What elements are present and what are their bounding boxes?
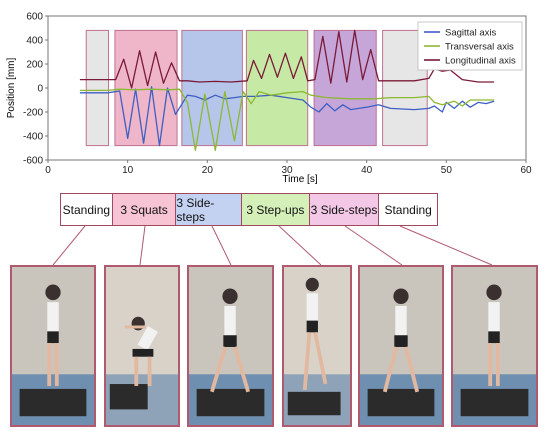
y-tick-label: -400 <box>23 132 43 143</box>
x-axis-label: Time [s] <box>282 174 317 185</box>
x-tick-label: 20 <box>202 165 214 176</box>
legend-label-2: Longitudinal axis <box>445 56 516 67</box>
x-tick-label: 50 <box>441 165 453 176</box>
series-lines <box>79 29 495 152</box>
phase-band-0 <box>85 29 110 147</box>
phase-band-4 <box>313 29 377 147</box>
phase-side-steps-1: 3 Side-steps <box>176 194 243 225</box>
series-line-1 <box>79 88 495 152</box>
photo-side-steps-2 <box>358 265 444 427</box>
phase-band-2 <box>181 29 243 147</box>
chart: 0 10 20 30 40 50 60 -600 -400 -200 0 200 400 600 Sagi… <box>6 12 532 186</box>
photo-squats <box>104 265 180 427</box>
phase-standing-start: Standing <box>61 194 113 225</box>
y-tick-label: -600 <box>23 156 43 167</box>
phase-sequence: Standing 3 Squats 3 Side-steps 3 Step-up… <box>60 193 438 226</box>
phase-band-3 <box>245 29 309 147</box>
legend: Sagittal axis Transversal axis Longitudina… <box>417 21 523 71</box>
phase-side-steps-2: 3 Side-steps <box>309 194 380 225</box>
series-line-2 <box>79 29 495 89</box>
axes: 0 10 20 30 40 50 60 -600 -400 -200 0 200 400 600 <box>23 12 532 177</box>
x-tick-label: 60 <box>520 165 532 176</box>
phase-standing-end: Standing <box>379 194 437 225</box>
y-tick-label: 600 <box>26 12 43 23</box>
photo-side-steps-1 <box>187 265 274 427</box>
photo-standing-end <box>451 265 538 427</box>
x-tick-label: 30 <box>281 165 293 176</box>
phase-squats: 3 Squats <box>112 194 177 225</box>
photo-step-ups <box>282 265 352 427</box>
series-line-0 <box>79 86 495 147</box>
y-tick-label: 400 <box>26 36 43 47</box>
photo-standing-start <box>10 265 96 427</box>
x-tick-label: 10 <box>122 165 134 176</box>
y-tick-label: -200 <box>23 108 43 119</box>
x-tick-label: 40 <box>361 165 373 176</box>
legend-label-1: Transversal axis <box>445 42 514 53</box>
phase-bands <box>85 29 428 147</box>
y-tick-label: 200 <box>26 60 43 71</box>
phase-step-ups: 3 Step-ups <box>242 194 310 225</box>
y-tick-label: 0 <box>37 84 43 95</box>
legend-label-0: Sagittal axis <box>445 28 496 39</box>
x-tick-label: 0 <box>45 165 51 176</box>
y-axis-label: Position [mm] <box>6 57 17 118</box>
